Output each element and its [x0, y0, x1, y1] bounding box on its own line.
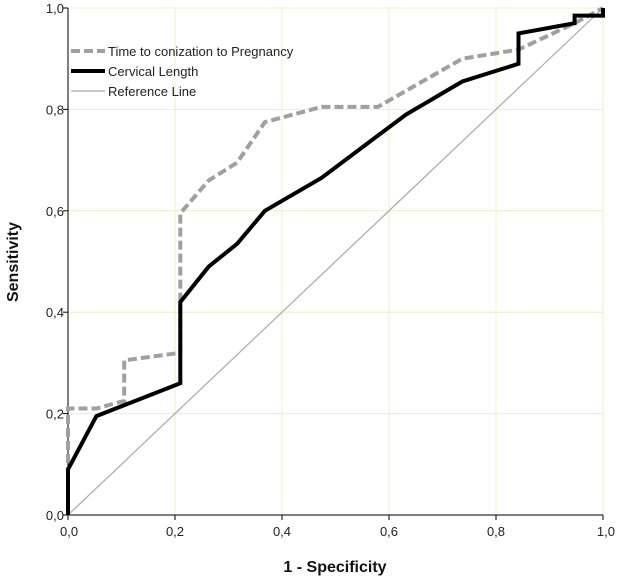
y-tick-label: 0,6 [46, 204, 64, 219]
series-time-to-conization-line [66, 6, 604, 515]
y-tick-label: 1,0 [46, 1, 64, 16]
tick-marks: 0,0 0,2 0,4 0,6 0,8 1,0 0,0 0,2 0,4 0,6 0,8 1,0 [46, 1, 615, 539]
legend-label-reference-line: Reference Line [108, 84, 196, 99]
x-tick-label: 0,2 [166, 524, 184, 539]
series-cervical-length-line [66, 8, 605, 515]
legend-label-cervical-length: Cervical Length [108, 64, 198, 79]
reference-line [67, 7, 604, 516]
y-axis-title: Sensitivity [5, 222, 22, 302]
series-layer [66, 6, 605, 516]
x-tick-label: 0,0 [60, 524, 78, 539]
x-tick-label: 0,4 [273, 524, 291, 539]
legend: Time to conization to Pregnancy Cervical … [71, 44, 294, 99]
y-tick-label: 0,0 [46, 508, 64, 523]
y-tick-label: 0,2 [46, 407, 64, 422]
gridlines [68, 7, 604, 515]
x-axis-title: 1 - Specificity [283, 559, 386, 576]
y-tick-label: 0,8 [46, 102, 64, 117]
x-tick-label: 1,0 [597, 524, 615, 539]
y-tick-label: 0,4 [46, 305, 64, 320]
x-tick-label: 0,6 [380, 524, 398, 539]
legend-label-time-to-conization: Time to conization to Pregnancy [108, 44, 294, 59]
x-tick-label: 0,8 [487, 524, 505, 539]
